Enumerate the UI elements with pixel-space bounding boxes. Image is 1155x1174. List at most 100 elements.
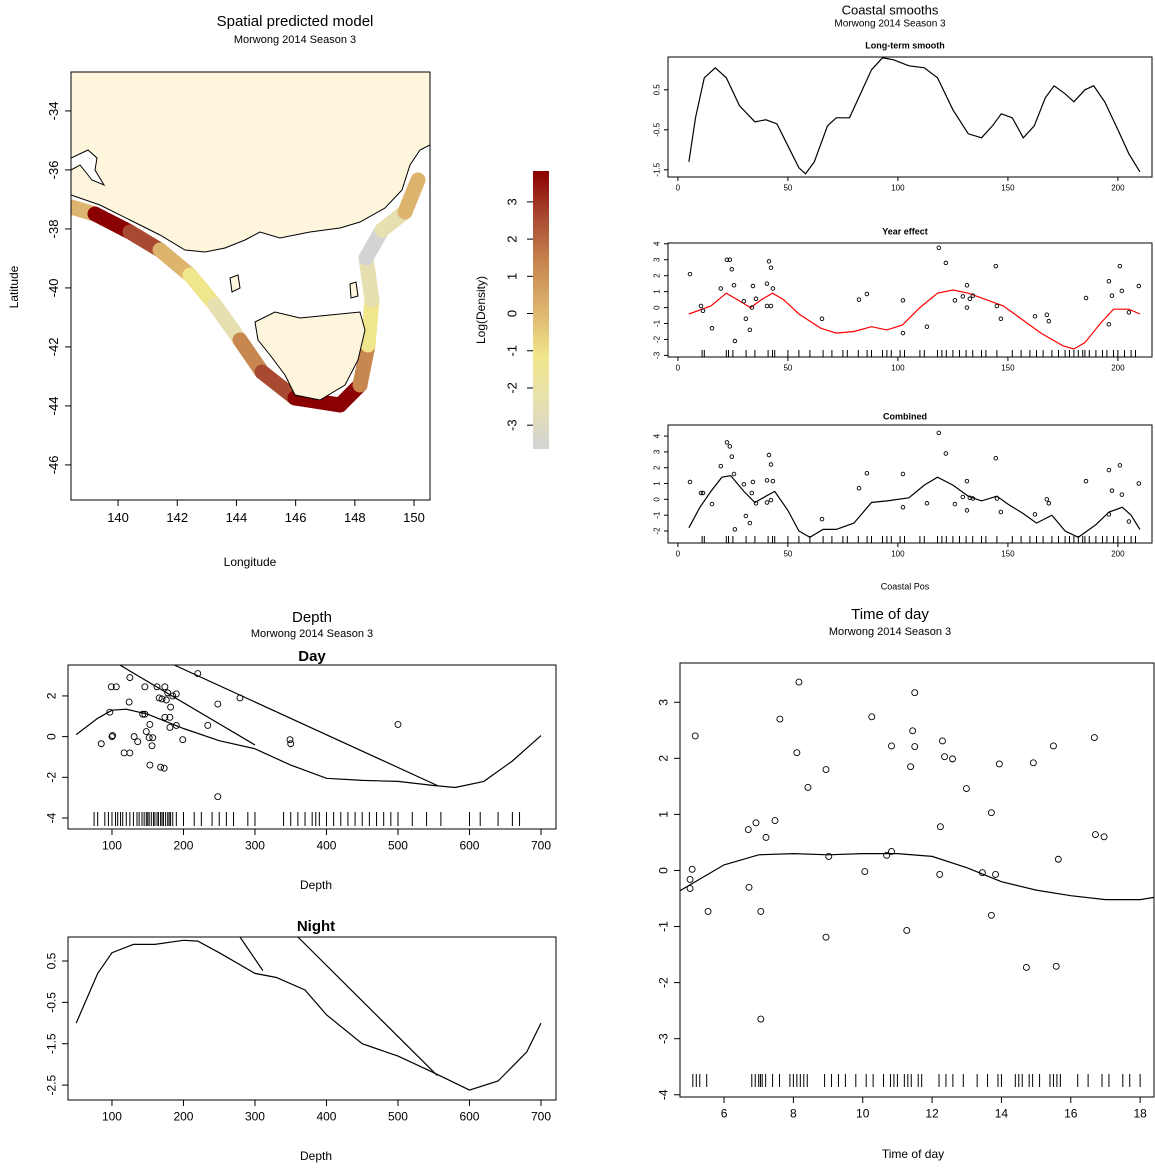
point: [939, 737, 946, 745]
point: [819, 316, 825, 321]
point: [766, 452, 772, 458]
point: [130, 733, 138, 741]
x-tick-label: 140: [107, 510, 129, 525]
point: [172, 690, 180, 698]
point: [686, 884, 694, 892]
point: [700, 308, 706, 314]
point: [729, 454, 735, 459]
point: [771, 817, 779, 825]
island: [229, 274, 241, 293]
y-tick-label: 3: [653, 449, 662, 454]
smooth-line: [688, 289, 1141, 350]
point: [970, 496, 976, 501]
point: [856, 297, 862, 302]
band-segment: [287, 390, 348, 413]
point: [753, 296, 759, 302]
colorbar-label: Log(Density): [474, 276, 488, 344]
x-tick-label: 16: [1064, 1107, 1078, 1121]
point: [166, 724, 174, 731]
plot-content: [75, 665, 542, 826]
point: [1091, 831, 1099, 839]
y-tick-label: 3: [653, 257, 662, 262]
point: [888, 847, 895, 855]
point: [1136, 481, 1142, 486]
chart-subtitle: Morwong 2014 Season 3: [251, 628, 373, 640]
y-tick-label: -0.5: [45, 992, 59, 1013]
point: [194, 670, 202, 677]
point: [724, 440, 730, 445]
tasmania: [254, 311, 366, 401]
point: [943, 260, 949, 266]
y-tick-label: 0: [45, 733, 59, 740]
x-tick-label: 50: [783, 364, 792, 373]
point: [952, 298, 958, 303]
point: [1090, 734, 1098, 742]
y-tick-label: -0.5: [653, 122, 662, 136]
y-tick-label: 0: [657, 867, 671, 874]
y-tick-label: -46: [46, 456, 61, 475]
chart-title: Time of day: [851, 606, 929, 623]
point: [148, 742, 156, 750]
chart-title: Depth: [292, 609, 332, 626]
point: [724, 257, 730, 262]
point: [776, 715, 784, 723]
point: [727, 257, 733, 262]
plot-frame: [667, 242, 1153, 358]
density-band: [71, 172, 426, 413]
x-tick-label: 6: [721, 1107, 728, 1121]
point: [753, 501, 759, 506]
point: [1046, 318, 1052, 324]
point: [214, 793, 222, 801]
point: [770, 478, 776, 484]
y-tick-label: -1.5: [653, 162, 662, 176]
island: [349, 281, 359, 299]
colorbar-tick-label: 0: [504, 310, 519, 317]
point: [900, 330, 906, 336]
point: [134, 738, 142, 746]
y-tick-label: 2: [653, 465, 662, 470]
smooth-line: [119, 665, 256, 746]
x-tick-label: 18: [1133, 1107, 1147, 1121]
point: [1136, 283, 1142, 289]
point: [998, 509, 1004, 515]
point: [214, 700, 222, 708]
x-tick-label: 700: [531, 1110, 551, 1124]
y-tick-label: -1: [657, 921, 671, 932]
plot-frame: [667, 424, 1153, 544]
plot-content: [687, 245, 1142, 357]
point: [856, 486, 862, 491]
point: [146, 720, 154, 728]
y-tick-label: 2: [657, 755, 671, 762]
point: [970, 293, 976, 298]
chart-title: Spatial predicted model: [217, 13, 374, 30]
point: [126, 749, 134, 757]
point: [153, 683, 161, 691]
x-tick-label: 100: [891, 550, 905, 559]
x-tick-label: 8: [790, 1107, 797, 1121]
x-tick-label: 100: [891, 364, 905, 373]
point: [688, 865, 696, 873]
point: [747, 327, 753, 333]
point: [768, 265, 774, 270]
point: [709, 501, 715, 507]
point: [146, 761, 154, 769]
point: [160, 764, 168, 772]
point: [1044, 312, 1050, 317]
x-tick-label: 148: [344, 510, 366, 525]
point: [764, 478, 770, 483]
point: [97, 740, 105, 748]
colorbar-tick-label: 1: [504, 273, 519, 280]
point: [757, 1015, 765, 1023]
plot-content: [688, 57, 1141, 175]
point: [795, 678, 803, 686]
point: [747, 520, 753, 526]
point: [741, 298, 747, 304]
y-axis-label: Latitude: [7, 265, 21, 308]
point: [907, 763, 915, 771]
smooth-line: [75, 939, 542, 1091]
x-tick-label: 150: [1001, 184, 1015, 193]
point: [764, 500, 770, 505]
point: [125, 698, 133, 706]
y-tick-label: -44: [46, 397, 61, 416]
point: [1106, 467, 1112, 473]
